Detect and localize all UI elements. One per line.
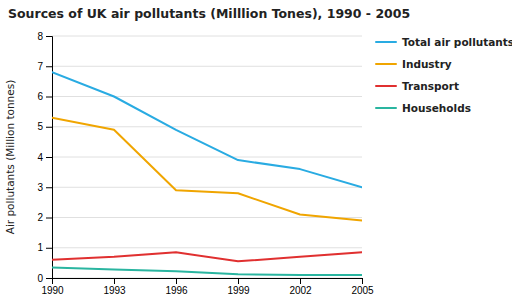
legend: Total air pollutants Industry Transport Hou… xyxy=(376,36,512,114)
y-tick-label: 3 xyxy=(37,182,43,193)
grid-line xyxy=(52,247,362,248)
legend-swatch xyxy=(376,63,396,65)
series-line xyxy=(52,72,362,187)
y-tick-mark xyxy=(46,187,52,188)
legend-swatch xyxy=(376,107,396,109)
x-tick-label: 1996 xyxy=(165,285,188,296)
grid-line xyxy=(52,66,362,67)
grid-line xyxy=(52,96,362,97)
y-tick-mark xyxy=(46,127,52,128)
y-tick-label: 7 xyxy=(37,61,43,72)
y-tick: 8 xyxy=(37,31,52,42)
y-tick-mark xyxy=(46,218,52,219)
y-tick-mark xyxy=(46,248,52,249)
y-axis: 0 1 2 3 4 5 6 7 8 xyxy=(37,31,52,284)
legend-label: Industry xyxy=(402,58,452,70)
x-tick: 1990 xyxy=(41,278,64,296)
title: Sources of UK air pollutants (Milllion T… xyxy=(8,6,410,21)
y-tick-mark xyxy=(46,97,52,98)
x-axis: 1990 1993 1996 1999 2002 2005 xyxy=(41,278,374,296)
legend-label: Transport xyxy=(402,80,459,92)
x-tick-mark xyxy=(362,278,363,284)
x-tick-label: 2005 xyxy=(351,285,374,296)
y-tick-label: 2 xyxy=(37,212,43,223)
y-tick: 2 xyxy=(37,212,52,223)
y-tick-label: 4 xyxy=(37,152,43,163)
grid-line xyxy=(52,36,362,37)
legend-item: Transport xyxy=(376,80,459,92)
x-axis-line xyxy=(53,279,363,285)
y-tick-label: 6 xyxy=(37,91,43,102)
chart: Sources of UK air pollutants (Milllion T… xyxy=(0,0,512,306)
legend-swatch xyxy=(376,85,396,87)
lines xyxy=(52,72,362,275)
y-tick-label: 1 xyxy=(37,242,43,253)
y-tick: 5 xyxy=(37,121,52,132)
y-tick: 7 xyxy=(37,61,52,72)
grid xyxy=(52,36,362,278)
x-tick: 2002 xyxy=(289,278,312,296)
y-tick: 4 xyxy=(37,152,52,163)
y-tick: 1 xyxy=(37,242,52,253)
x-tick: 1993 xyxy=(103,278,126,296)
x-tick: 2005 xyxy=(351,278,374,296)
y-axis-title: Air pollutants (Million tonnes) xyxy=(4,80,16,235)
legend-item: Households xyxy=(376,102,471,114)
series-line xyxy=(52,252,362,261)
x-tick: 1996 xyxy=(165,278,188,296)
y-tick: 6 xyxy=(37,91,52,102)
y-tick: 3 xyxy=(37,182,52,193)
x-tick-label: 2002 xyxy=(289,285,312,296)
x-tick-mark xyxy=(300,278,301,284)
legend-item: Industry xyxy=(376,58,452,70)
y-tick-mark xyxy=(46,66,52,67)
y-tick-mark xyxy=(46,36,52,37)
series-line xyxy=(52,267,362,275)
x-tick-label: 1999 xyxy=(227,285,250,296)
x-tick: 1999 xyxy=(227,278,250,296)
y-tick-mark xyxy=(46,157,52,158)
y-tick-label: 0 xyxy=(37,273,43,284)
x-tick-mark xyxy=(176,278,177,284)
y-tick-label: 8 xyxy=(37,31,43,42)
x-tick-label: 1990 xyxy=(41,285,64,296)
x-tick-label: 1993 xyxy=(103,285,126,296)
y-tick: 0 xyxy=(37,273,52,284)
legend-label: Total air pollutants xyxy=(402,36,512,48)
y-tick-label: 5 xyxy=(37,121,43,132)
grid-line xyxy=(52,157,362,158)
y-tick-mark xyxy=(46,278,52,279)
grid-line xyxy=(52,217,362,218)
legend-swatch xyxy=(376,41,396,43)
grid-line xyxy=(52,187,362,188)
plot: 1990 1993 1996 1999 2002 2005 0 1 2 3 4 5 6 7 8 xyxy=(37,31,374,296)
series-line xyxy=(52,118,362,221)
y-axis-line xyxy=(46,37,53,279)
x-tick-mark xyxy=(238,278,239,284)
legend-item: Total air pollutants xyxy=(376,36,512,48)
x-tick-mark xyxy=(114,278,115,284)
legend-label: Households xyxy=(402,102,471,114)
